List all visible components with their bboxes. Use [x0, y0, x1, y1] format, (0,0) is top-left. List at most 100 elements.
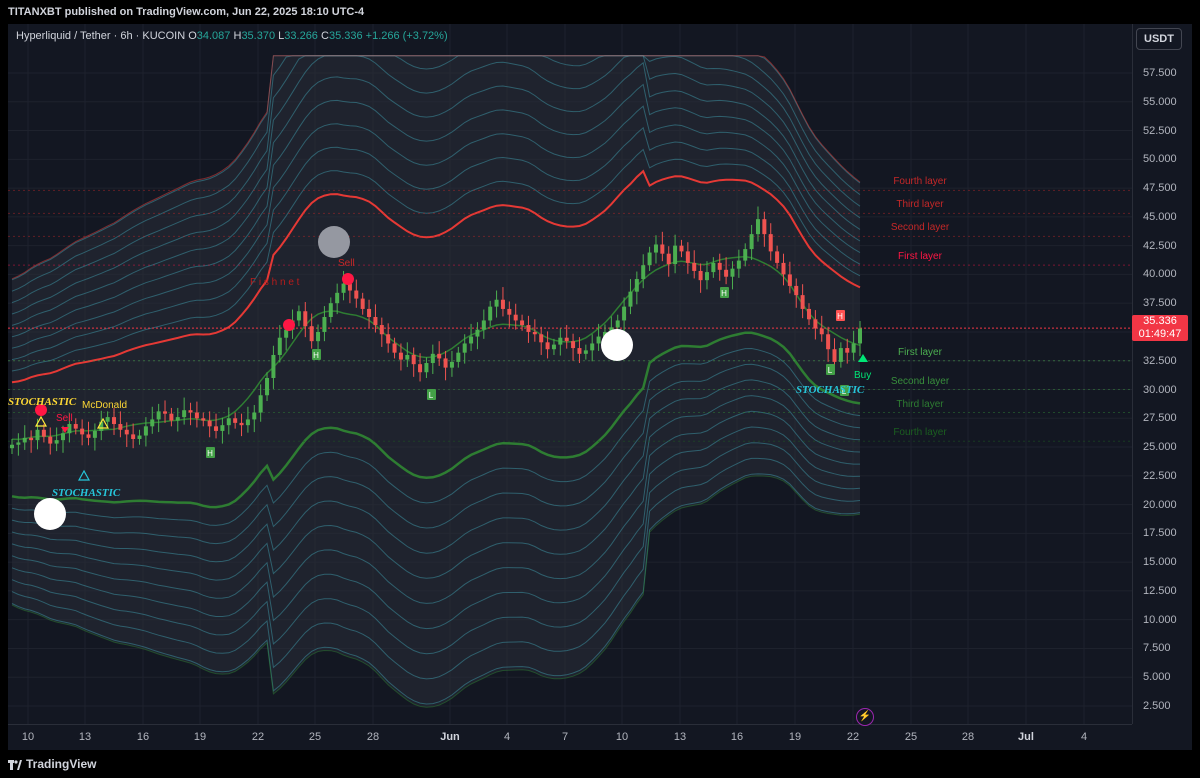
candle-body [539, 334, 544, 343]
candle-body [373, 316, 378, 326]
candle-body [367, 308, 372, 317]
candle-body [449, 361, 454, 368]
candle-body [692, 262, 697, 271]
candle-body [583, 350, 588, 354]
time-tick-label: 13 [78, 731, 92, 743]
candle-body [335, 292, 340, 304]
time-tick-label: 10 [615, 731, 629, 743]
candle-body [500, 299, 505, 309]
candle-body [386, 334, 391, 344]
candle-body [851, 343, 856, 353]
candle-body [730, 268, 735, 277]
warning-triangle-icon [96, 417, 110, 429]
candle-body [265, 377, 270, 396]
sell-small-label: Sell [338, 258, 355, 269]
candle-body [845, 348, 850, 353]
warning-triangle-icon [77, 469, 91, 481]
l-marker-icon-text: L [828, 366, 833, 375]
time-tick-label: 16 [136, 731, 150, 743]
price-axis[interactable]: 57.500 55.000 52.500 50.000 47.500 45.000 42.5… [1132, 24, 1192, 724]
stochastic-label: STOCHASTIC [796, 384, 865, 396]
candle-body [411, 354, 416, 365]
time-tick-label: 22 [251, 731, 265, 743]
outer-upper-band [11, 55, 861, 280]
candle-body [156, 411, 161, 420]
price-tick-label: 20.000 [1143, 498, 1177, 511]
candlesticks [10, 206, 862, 456]
l-marker-icon [427, 389, 436, 400]
lower-layer-label: Fourth layer [893, 427, 947, 439]
sell-dot-icon [35, 404, 47, 416]
price-tick-label: 57.500 [1143, 67, 1177, 79]
candle-body [838, 348, 843, 362]
price-tick-label: 55.000 [1143, 95, 1177, 108]
candle-body [507, 308, 512, 315]
price-tick-label: 15.000 [1143, 556, 1177, 569]
time-axis[interactable]: 10 13 16 19 22 25 28 Jun 4 7 10 13 16 19 22 25 28 Jul 4 [8, 724, 1132, 750]
high-label: H [233, 30, 242, 42]
price-tick-label: 40.000 [1143, 268, 1177, 281]
candle-body [354, 290, 359, 299]
lower-band-line [11, 379, 861, 563]
candle-body [54, 440, 59, 444]
candle-body [602, 331, 607, 337]
flash-icon[interactable]: ⚡ [856, 708, 874, 726]
sell-dot-icon [342, 273, 354, 285]
lower-band-line [11, 347, 861, 526]
candle-body [660, 244, 665, 254]
full-moon-icon [34, 498, 66, 530]
publish-info: TITANXBT published on TradingView.com, J… [8, 6, 365, 18]
symbol-name[interactable]: Hyperliquid / Tether · 6h · KUCOIN [16, 30, 186, 42]
upper-layer-label: Third layer [896, 199, 944, 211]
price-tick-label: 5.000 [1143, 671, 1171, 684]
candle-body [131, 434, 136, 439]
candle-body [590, 343, 595, 351]
candle-body [615, 320, 620, 328]
candle-body [673, 245, 678, 265]
candle-body [48, 436, 53, 444]
candle-body [245, 419, 250, 426]
h-marker-icon [836, 310, 845, 321]
currency-button[interactable]: USDT [1136, 28, 1182, 50]
chart-pane[interactable]: H H L H L L H Hyperliquid / Tether · 6h · KUCO… [8, 24, 1192, 750]
candle-body [564, 337, 569, 342]
candle-body [571, 341, 576, 349]
candle-body [806, 308, 811, 320]
lower-layer-label: First layer [898, 346, 942, 358]
candle-body [666, 253, 671, 265]
candle-body [424, 363, 429, 373]
price-tick-label: 47.500 [1143, 182, 1177, 195]
sell-signal-label: Sell [56, 413, 73, 424]
low-value: 33.266 [284, 30, 318, 42]
upper-layer-label: Fourth layer [893, 176, 947, 188]
time-tick-label: 28 [366, 731, 380, 743]
candle-body [481, 320, 486, 330]
candle-body [749, 234, 754, 250]
last-price: 35.336 [1143, 315, 1177, 328]
upper-layer-label: First layer [898, 251, 942, 263]
candle-body [16, 442, 21, 445]
lower-band-line [11, 442, 861, 655]
candle-body [80, 428, 85, 435]
l-marker-icon-text: L [429, 391, 434, 400]
time-tick-label: Jul [1018, 731, 1034, 743]
open-value: 34.087 [196, 30, 231, 42]
candle-body [405, 354, 410, 360]
candle-body [226, 418, 231, 426]
candle-body [418, 364, 423, 373]
candle-body [303, 311, 308, 327]
price-tick-label: 7.500 [1143, 642, 1171, 655]
time-tick-label: 25 [904, 731, 918, 743]
lower-band-line [11, 410, 860, 604]
lower-band-line [11, 457, 861, 680]
candle-body [628, 291, 633, 307]
candle-body [10, 444, 14, 449]
candle-body [309, 326, 314, 342]
chart-plot[interactable]: H H L H L L H [8, 24, 1132, 724]
upper-band-line [11, 55, 861, 304]
fishnet-label: F i s h n e t [250, 277, 300, 288]
symbol-legend[interactable]: Hyperliquid / Tether · 6h · KUCOIN O34.0… [16, 30, 448, 42]
candle-body [545, 342, 550, 350]
candle-body [456, 352, 461, 362]
